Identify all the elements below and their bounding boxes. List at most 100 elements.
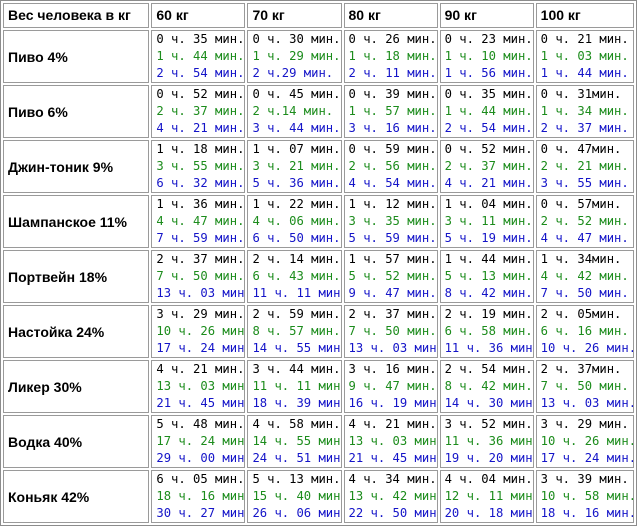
time-line: 13 ч. 03 мин. [156,286,246,300]
time-line: 24 ч. 51 мин. [252,451,342,465]
time-line: 2 ч. 05мин. [540,307,622,321]
time-line: 8 ч. 57 мин. [252,324,341,338]
time-line: 2 ч. 11 мин. [348,66,437,80]
table-row: Настойка 24% 3 ч. 29 мин. 10 ч. 26 мин. 17 … [3,305,634,358]
time-cell: 4 ч. 34 мин. 13 ч. 42 мин. 22 ч. 50 мин. [343,470,438,523]
weight-header: 70 кг [247,3,342,28]
time-line: 3 ч. 44 мин. [252,362,341,376]
time-line: 11 ч. 36 мин. [444,341,534,355]
time-cell: 0 ч. 35 мин. 1 ч. 44 мин. 2 ч. 54 мин. [151,30,246,83]
time-line: 0 ч. 30 мин. [252,32,341,46]
time-line: 6 ч. 16 мин. [540,324,629,338]
time-line: 0 ч. 52 мин. [444,142,533,156]
time-cell: 2 ч. 37 мин. 7 ч. 50 мин. 13 ч. 03 мин. [343,305,438,358]
time-line: 1 ч. 44 мин. [540,66,629,80]
drink-label: Настойка 24% [3,305,150,358]
time-line: 22 ч. 50 мин. [348,506,438,520]
time-line: 6 ч. 58 мин. [444,324,533,338]
time-line: 5 ч. 13 мин. [252,472,341,486]
time-line: 8 ч. 42 мин. [444,286,533,300]
time-line: 26 ч. 06 мин. [252,506,342,520]
time-line: 0 ч. 52 мин. [156,87,245,101]
time-line: 6 ч. 05 мин. [156,472,245,486]
time-line: 11 ч. 36 мин. [444,434,534,448]
time-line: 9 ч. 47 мин. [348,286,437,300]
time-cell: 3 ч. 29 мин. 10 ч. 26 мин. 17 ч. 24 мин. [151,305,246,358]
time-line: 5 ч. 59 мин. [348,231,437,245]
time-line: 0 ч. 57мин. [540,197,622,211]
header-row: Вес человека в кг 60 кг 70 кг 80 кг 90 к… [3,3,634,28]
time-cell: 3 ч. 52 мин. 11 ч. 36 мин. 19 ч. 20 мин. [439,415,534,468]
time-cell: 4 ч. 04 мин. 12 ч. 11 мин. 20 ч. 18 мин. [439,470,534,523]
time-line: 2 ч. 19 мин. [444,307,533,321]
time-line: 5 ч. 52 мин. [348,269,437,283]
table-row: Джин-тоник 9% 1 ч. 18 мин. 3 ч. 55 мин. 6 ч… [3,140,634,193]
time-line: 4 ч. 04 мин. [444,472,533,486]
time-line: 3 ч. 16 мин. [348,121,437,135]
time-line: 4 ч. 58 мин. [252,417,341,431]
time-line: 5 ч. 19 мин. [444,231,533,245]
time-line: 7 ч. 50 мин. [540,379,629,393]
time-cell: 1 ч. 34мин. 4 ч. 42 мин. 7 ч. 50 мин. [535,250,634,303]
weight-header: 80 кг [343,3,438,28]
time-line: 1 ч. 44 мин. [156,49,245,63]
time-cell: 3 ч. 39 мин. 10 ч. 58 мин. 18 ч. 16 мин. [535,470,634,523]
time-line: 8 ч. 42 мин. [444,379,533,393]
time-line: 13 ч. 03 мин. [348,341,438,355]
time-cell: 2 ч. 37 мин. 7 ч. 50 мин. 13 ч. 03 мин. [151,250,246,303]
time-line: 1 ч. 22 мин. [252,197,341,211]
time-line: 2 ч. 37 мин. [444,159,533,173]
time-cell: 0 ч. 52 мин. 2 ч. 37 мин. 4 ч. 21 мин. [151,85,246,138]
time-line: 0 ч. 39 мин. [348,87,437,101]
time-line: 6 ч. 50 мин. [252,231,341,245]
time-cell: 1 ч. 44 мин. 5 ч. 13 мин. 8 ч. 42 мин. [439,250,534,303]
time-line: 4 ч. 34 мин. [348,472,437,486]
time-cell: 0 ч. 21 мин. 1 ч. 03 мин. 1 ч. 44 мин. [535,30,634,83]
time-line: 6 ч. 43 мин. [252,269,341,283]
time-cell: 4 ч. 21 мин. 13 ч. 03 мин. 21 ч. 45 мин. [343,415,438,468]
drink-label: Ликер 30% [3,360,150,413]
time-line: 21 ч. 45 мин. [156,396,246,410]
time-line: 4 ч. 54 мин. [348,176,437,190]
time-cell: 3 ч. 44 мин. 11 ч. 11 мин. 18 ч. 39 мин. [247,360,342,413]
time-cell: 1 ч. 22 мин. 4 ч. 06 мин. 6 ч. 50 мин. [247,195,342,248]
time-line: 18 ч. 39 мин. [252,396,342,410]
time-cell: 5 ч. 48 мин. 17 ч. 24 мин. 29 ч. 00 мин. [151,415,246,468]
time-cell: 1 ч. 18 мин. 3 ч. 55 мин. 6 ч. 32 мин. [151,140,246,193]
time-line: 13 ч. 03 мин. [540,396,634,410]
time-line: 1 ч. 03 мин. [540,49,629,63]
time-line: 13 ч. 42 мин. [348,489,438,503]
time-line: 10 ч. 26 мин. [540,434,634,448]
time-line: 1 ч. 12 мин. [348,197,437,211]
drink-label: Пиво 6% [3,85,150,138]
table-row: Пиво 4% 0 ч. 35 мин. 1 ч. 44 мин. 2 ч. 54 м… [3,30,634,83]
time-line: 10 ч. 58 мин. [540,489,634,503]
time-line: 2 ч. 14 мин. [252,252,341,266]
time-line: 3 ч. 16 мин. [348,362,437,376]
time-line: 4 ч. 47 мин. [540,231,629,245]
time-line: 3 ч. 21 мин. [252,159,341,173]
time-line: 4 ч. 21 мин. [156,362,245,376]
table-row: Коньяк 42% 6 ч. 05 мин. 18 ч. 16 мин. 30 ч.… [3,470,634,523]
time-line: 3 ч. 35 мин. [348,214,437,228]
time-line: 1 ч. 29 мин. [252,49,341,63]
time-line: 3 ч. 29 мин. [156,307,245,321]
drink-label: Пиво 4% [3,30,150,83]
time-line: 2 ч. 59 мин. [252,307,341,321]
time-cell: 2 ч. 37мин. 7 ч. 50 мин. 13 ч. 03 мин. [535,360,634,413]
time-cell: 0 ч. 26 мин. 1 ч. 18 мин. 2 ч. 11 мин. [343,30,438,83]
time-cell: 2 ч. 14 мин. 6 ч. 43 мин. 11 ч. 11 мин. [247,250,342,303]
time-line: 4 ч. 42 мин. [540,269,629,283]
time-line: 11 ч. 11 мин. [252,286,342,300]
time-cell: 2 ч. 54 мин. 8 ч. 42 мин. 14 ч. 30 мин. [439,360,534,413]
time-cell: 3 ч. 16 мин. 9 ч. 47 мин. 16 ч. 19 мин. [343,360,438,413]
time-line: 18 ч. 16 мин. [540,506,634,520]
time-line: 4 ч. 21 мин. [348,417,437,431]
time-line: 2 ч.14 мин. [252,104,334,118]
time-cell: 0 ч. 35 мин. 1 ч. 44 мин. 2 ч. 54 мин. [439,85,534,138]
time-line: 14 ч. 55 мин. [252,341,342,355]
time-line: 0 ч. 47мин. [540,142,622,156]
time-line: 0 ч. 21 мин. [540,32,629,46]
time-line: 7 ч. 50 мин. [540,286,629,300]
